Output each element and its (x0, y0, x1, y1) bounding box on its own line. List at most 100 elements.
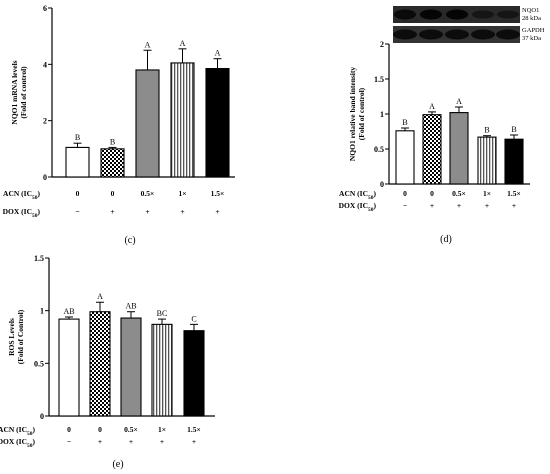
bar (65, 146, 90, 178)
acn-dose-label: 0.5× (452, 189, 466, 198)
blot-band (445, 29, 469, 40)
dox-label: − (75, 207, 79, 216)
blot-label-gapdh: GAPDH (522, 27, 545, 34)
dox-label: + (110, 207, 114, 216)
bar (477, 136, 497, 185)
dox-label: − (67, 437, 71, 446)
y-tick-label: 4 (43, 60, 47, 69)
acn-dose-label: 0 (98, 425, 102, 434)
acn-dose-label: 1.5× (187, 425, 201, 434)
acn-dose-label: 0.5× (124, 425, 138, 434)
acn-dose-label: 1.5× (507, 189, 521, 198)
bar (151, 323, 173, 417)
significance-letter: B (110, 137, 115, 146)
y-tick-label: 0.5 (374, 145, 384, 154)
panel-label: (e) (112, 459, 123, 470)
acn-dose-label: 1× (178, 189, 186, 198)
dox-label: + (98, 437, 102, 446)
bar (100, 148, 125, 178)
bar (395, 130, 415, 185)
blot-label-nqo1: NQO1 (522, 7, 539, 14)
acn-dose-label: 1.5× (211, 189, 225, 198)
significance-letter: A (429, 102, 435, 111)
bar (422, 114, 442, 185)
acn-dose-label: 0.5× (141, 189, 155, 198)
dox-label: + (512, 201, 516, 210)
significance-letter: A (145, 40, 151, 49)
acn-dose-label: 0 (67, 425, 71, 434)
significance-letter: B (484, 126, 489, 135)
significance-letter: C (191, 314, 196, 323)
bar (205, 68, 230, 178)
bar-chart-c: 0 2 4 6 NQO1 mRNA levels (Fold of control) B 0 −… (3, 4, 235, 246)
acn-dose-label: 1× (158, 425, 166, 434)
blot-band (394, 9, 416, 20)
y-tick-label: 2 (380, 40, 384, 49)
acn-dose-label: 0 (76, 189, 80, 198)
bar (170, 62, 195, 178)
dox-label: + (192, 437, 196, 446)
acn-dose-label: 1× (483, 189, 491, 198)
bar (135, 69, 160, 178)
significance-letter: AB (63, 307, 74, 316)
y-axis-label: NQO1 mRNA levels (10, 60, 19, 124)
bar (449, 112, 469, 185)
blot-band (497, 10, 519, 19)
dox-label: + (129, 437, 133, 446)
bar (504, 138, 524, 185)
y-tick-label: 1 (40, 307, 44, 316)
blot-label-nqo1-kda: 28 kDa (522, 15, 541, 22)
blot-band (446, 9, 468, 20)
blot-band (472, 10, 494, 19)
blot-label-gapdh-kda: 37 kDa (522, 35, 541, 42)
dox-label: + (215, 207, 219, 216)
dox-row-label: DOX (IC50) (3, 207, 41, 219)
bar-chart-d: 0 0.5 1 1.5 2 NQO1 relative band intensity (Fo… (339, 40, 530, 245)
y-tick-label: 1.5 (374, 75, 384, 84)
significance-letter: B (511, 125, 516, 134)
acn-dose-label: 0 (403, 189, 407, 198)
bar (89, 311, 111, 417)
y-axis-label-units: (Fold of control) (19, 66, 28, 119)
dox-label: + (485, 201, 489, 210)
dox-row-label: DOX (IC50) (339, 201, 377, 213)
blot-band (393, 29, 417, 40)
dox-label: − (403, 201, 407, 210)
bar (58, 318, 80, 417)
western-blot: NQO1 28 kDa GAPDH 37 kDa (393, 6, 545, 43)
y-tick-label: 1.5 (34, 254, 44, 263)
panel-label: (d) (440, 234, 452, 245)
significance-letter: A (456, 97, 462, 106)
y-tick-label: 0 (380, 180, 384, 189)
significance-letter: A (97, 292, 103, 301)
y-axis-label: NQO1 relative band intensity (348, 67, 357, 161)
y-tick-label: 0 (40, 412, 44, 421)
bar-chart-e: 0 0.5 1 1.5 ROS Levels (Fold of Control) AB 0 − A… (0, 254, 215, 470)
blot-band (471, 29, 495, 40)
blot-band (496, 29, 520, 40)
y-tick-label: 2 (43, 117, 47, 126)
bar (120, 317, 142, 417)
y-axis-label-units: (Fold of control) (357, 87, 366, 140)
dox-row-label: DOX (IC50) (0, 437, 36, 449)
y-tick-label: 0.5 (34, 359, 44, 368)
bar (183, 330, 205, 417)
y-axis-label-units: (Fold of Control) (16, 309, 25, 364)
significance-letter: A (180, 39, 186, 48)
dox-label: + (430, 201, 434, 210)
significance-letter: AB (125, 302, 136, 311)
dox-label: + (180, 207, 184, 216)
significance-letter: B (75, 133, 80, 142)
acn-dose-label: 0 (111, 189, 115, 198)
dox-label: + (457, 201, 461, 210)
acn-row-label: ACN (IC50) (3, 189, 40, 201)
acn-row-label: ACN (IC50) (0, 425, 36, 437)
dox-label: + (145, 207, 149, 216)
y-tick-label: 6 (43, 4, 47, 13)
y-tick-label: 1 (380, 110, 384, 119)
blot-band (420, 9, 442, 20)
acn-row-label: ACN (IC50) (339, 189, 376, 201)
blot-band (419, 29, 443, 40)
